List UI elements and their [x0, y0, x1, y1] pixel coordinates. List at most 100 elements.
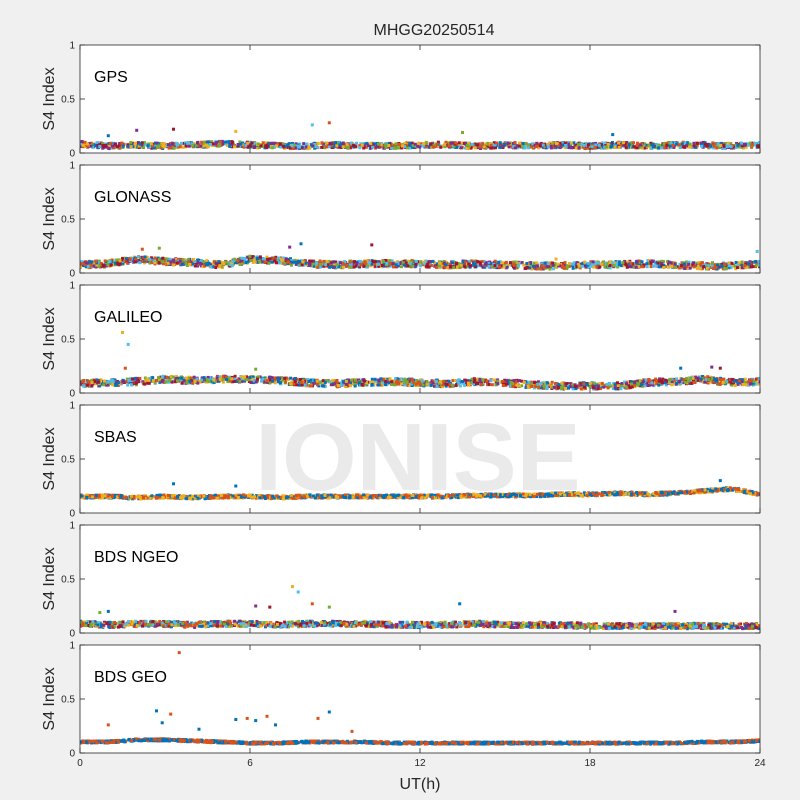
data-point [238, 259, 242, 263]
data-point [203, 264, 207, 268]
data-point [520, 384, 524, 388]
data-point [381, 379, 385, 383]
data-point [471, 145, 475, 149]
data-point [619, 264, 623, 268]
data-point [161, 260, 165, 264]
data-point [345, 143, 349, 147]
data-point [749, 265, 753, 269]
data-point [438, 384, 442, 388]
data-point [207, 144, 211, 148]
data-point [480, 144, 484, 148]
data-point [582, 145, 585, 149]
data-point [167, 146, 171, 150]
data-point [464, 141, 468, 145]
data-point [469, 146, 473, 150]
data-point [424, 145, 428, 149]
data-point [747, 380, 751, 384]
data-point [315, 261, 319, 265]
data-point [149, 142, 153, 146]
data-point [428, 260, 432, 264]
data-point [609, 145, 613, 149]
data-point [144, 143, 148, 147]
data-point [88, 266, 92, 270]
data-point [481, 378, 485, 382]
data-point [215, 144, 219, 148]
data-point [142, 145, 145, 149]
data-point [297, 378, 301, 382]
data-point [754, 141, 758, 145]
data-point [385, 377, 389, 381]
data-point [541, 386, 545, 390]
axes-background [80, 285, 760, 393]
data-point [278, 261, 282, 265]
data-point [248, 375, 252, 379]
data-point [407, 383, 411, 387]
data-point [502, 265, 506, 269]
outlier-point [288, 245, 292, 249]
data-point [712, 266, 715, 270]
data-point [577, 146, 581, 150]
data-point [295, 377, 299, 381]
data-point [532, 146, 536, 150]
data-point [369, 142, 373, 145]
data-point [213, 260, 217, 264]
data-point [124, 260, 128, 264]
data-point [376, 142, 380, 146]
data-point [121, 380, 125, 384]
data-point [295, 144, 299, 148]
data-point [273, 381, 277, 385]
data-point [209, 379, 213, 383]
data-point [518, 143, 522, 147]
data-point [211, 262, 215, 266]
data-point [89, 144, 93, 148]
data-point [149, 256, 153, 260]
data-point [403, 263, 406, 267]
data-point [114, 381, 117, 385]
data-point [549, 146, 553, 150]
data-point [211, 142, 215, 146]
data-point [323, 146, 327, 150]
data-point [383, 377, 387, 381]
data-point [144, 258, 148, 262]
data-point [712, 146, 716, 150]
data-point [504, 261, 508, 264]
data-point [361, 261, 364, 265]
data-point [551, 263, 555, 267]
data-point [530, 267, 534, 271]
data-point [337, 145, 341, 149]
data-point [694, 376, 697, 380]
data-point [348, 144, 352, 148]
data-point [575, 265, 579, 269]
data-point [83, 140, 87, 144]
data-point [169, 375, 173, 378]
data-point [90, 378, 94, 382]
data-point [348, 260, 352, 264]
data-point [384, 379, 387, 383]
data-point [162, 258, 166, 262]
data-point [302, 142, 306, 146]
data-point [654, 143, 658, 147]
data-point [341, 262, 345, 265]
data-point [479, 147, 482, 150]
data-point [472, 382, 475, 386]
data-point [358, 259, 362, 263]
data-point [695, 141, 699, 145]
data-point [723, 262, 727, 266]
data-point [205, 259, 209, 263]
data-point [725, 380, 729, 384]
data-point [159, 146, 163, 150]
data-point [108, 141, 112, 145]
data-point [366, 380, 370, 384]
data-point [722, 144, 726, 148]
data-point [115, 383, 119, 387]
data-point [318, 265, 322, 269]
data-point [505, 379, 509, 383]
data-point [215, 140, 219, 144]
data-point [137, 144, 141, 148]
data-point [637, 259, 641, 263]
data-point [638, 379, 641, 383]
data-point [606, 266, 610, 270]
data-point [133, 143, 137, 147]
data-point [671, 144, 675, 147]
data-point [546, 144, 550, 148]
